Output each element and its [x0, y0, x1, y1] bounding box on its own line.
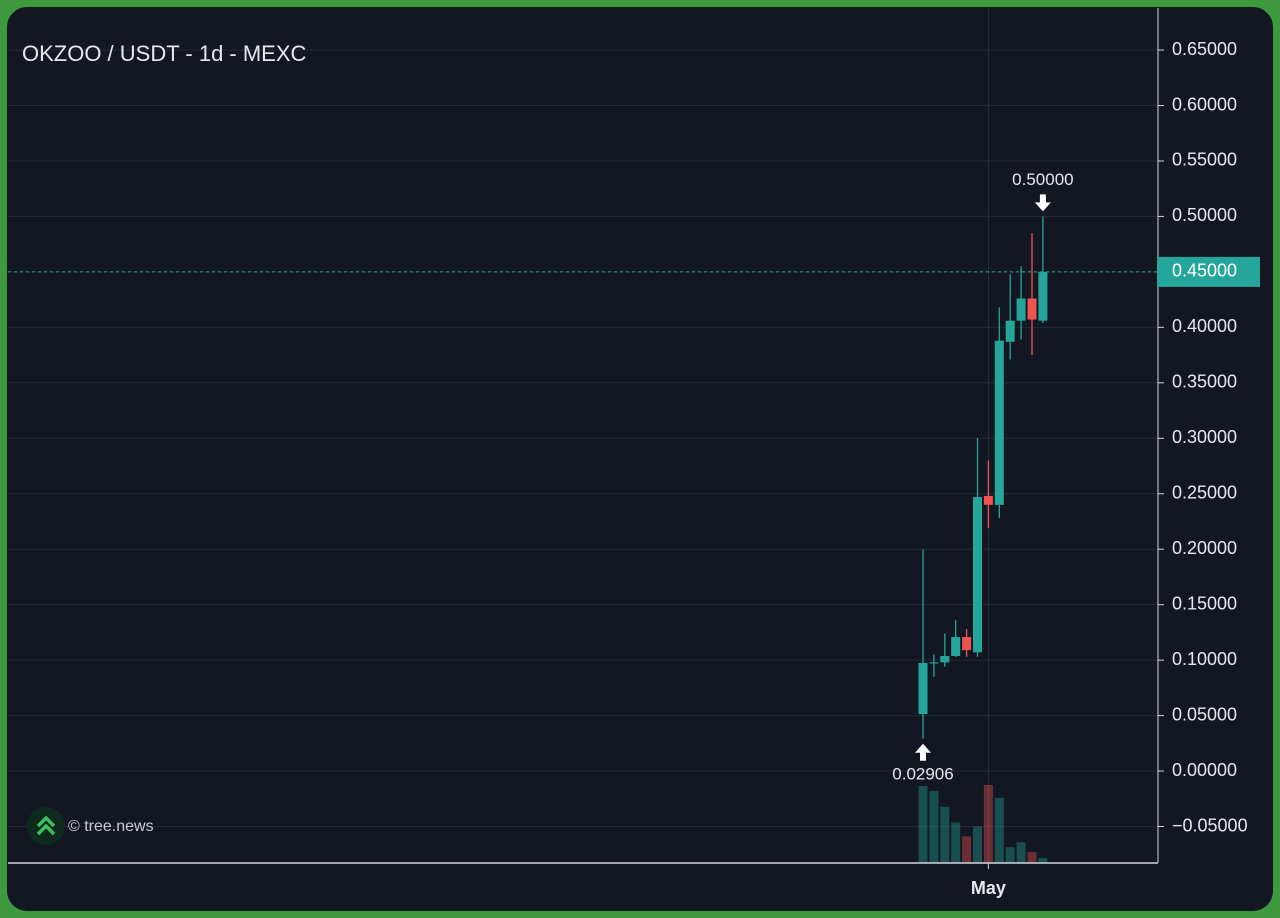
y-tick-label: 0.25000 — [1172, 482, 1237, 502]
y-tick-label: 0.00000 — [1172, 760, 1237, 780]
y-tick-label: 0.65000 — [1172, 39, 1237, 59]
candle-body — [973, 497, 982, 653]
candle-body — [918, 663, 928, 715]
candle-body — [1038, 271, 1048, 321]
watermark: © tree.news — [68, 818, 154, 835]
y-tick-label: 0.55000 — [1172, 150, 1237, 170]
volume-bar — [929, 790, 939, 863]
volume-bar — [918, 785, 928, 863]
x-tick-label: May — [971, 878, 1006, 898]
y-tick-label: 0.05000 — [1172, 704, 1237, 724]
candle-body — [962, 637, 972, 651]
annotation-label: 0.50000 — [1012, 170, 1073, 189]
candle-body — [951, 637, 961, 657]
watermark-logo — [27, 807, 65, 845]
annotation-arrow — [915, 743, 931, 761]
candle-body — [1016, 298, 1026, 321]
volume-bar — [1016, 842, 1026, 863]
volume-bar — [951, 822, 961, 863]
volume-bar — [962, 836, 972, 863]
y-tick-label: 0.50000 — [1172, 205, 1237, 225]
panel — [7, 7, 1273, 911]
volume-bar — [983, 785, 993, 863]
candle-body — [929, 662, 939, 664]
candle-body — [983, 495, 993, 505]
candle-body — [994, 340, 1004, 505]
volume-bar — [994, 797, 1004, 863]
y-tick-label: 0.60000 — [1172, 94, 1237, 114]
volume-bar — [1038, 858, 1048, 863]
y-tick-label: 0.15000 — [1172, 593, 1237, 613]
annotation-label: 0.02906 — [892, 764, 953, 783]
candle-body — [1005, 320, 1015, 342]
y-tick-label: 0.20000 — [1172, 538, 1237, 558]
volume-bar — [973, 826, 982, 863]
volume-bar — [1005, 847, 1015, 863]
y-tick-label: 0.35000 — [1172, 372, 1237, 392]
y-tick-label: 0.10000 — [1172, 649, 1237, 669]
annotation-arrow — [1034, 194, 1051, 212]
chart-title: OKZOO / USDT - 1d - MEXC — [22, 41, 307, 66]
y-tick-label: 0.30000 — [1172, 427, 1237, 447]
volume-bar — [1027, 852, 1037, 863]
candle-body — [940, 656, 950, 663]
candle-body — [1027, 298, 1037, 320]
last-price-box — [1157, 256, 1260, 287]
last-price-label: 0.45000 — [1172, 261, 1237, 281]
volume-bar — [940, 806, 950, 863]
y-tick-label: −0.05000 — [1172, 815, 1248, 835]
y-tick-label: 0.40000 — [1172, 316, 1237, 336]
